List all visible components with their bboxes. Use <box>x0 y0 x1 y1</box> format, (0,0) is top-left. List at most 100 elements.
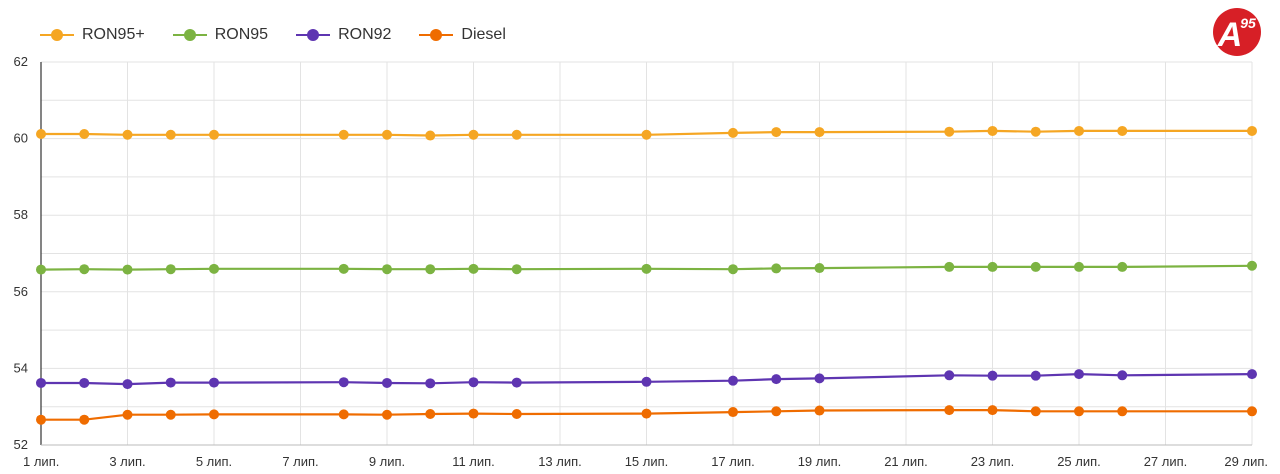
data-point-ron95 <box>1247 260 1257 271</box>
data-point-ron95 <box>122 264 133 275</box>
data-point-ron95plus <box>1247 125 1257 136</box>
data-point-ron95plus <box>771 127 782 138</box>
data-point-ron95 <box>944 261 955 272</box>
y-tick-label: 62 <box>14 54 28 69</box>
data-point-ron92 <box>814 373 825 384</box>
data-point-ron95plus <box>382 129 392 140</box>
x-tick-label: 19 лип. <box>798 454 842 469</box>
legend-swatch-ron95plus <box>40 29 74 41</box>
data-point-ron95 <box>1117 261 1128 272</box>
data-point-ron95 <box>641 263 652 274</box>
legend: RON95+ RON95 RON92 Diesel <box>40 26 506 44</box>
data-point-diesel <box>814 405 825 416</box>
x-tick-label: 21 лип. <box>884 454 928 469</box>
series-line-ron95plus <box>41 129 1252 137</box>
x-tick-label: 29 лип. <box>1224 454 1268 469</box>
legend-swatch-ron92 <box>296 29 331 41</box>
data-point-diesel <box>36 414 46 425</box>
legend-item-ron95[interactable]: RON95 <box>172 26 268 44</box>
x-tick-label: 5 лип. <box>196 454 232 469</box>
data-point-diesel <box>122 409 133 420</box>
data-point-ron95 <box>987 261 998 272</box>
data-point-ron95 <box>1030 261 1041 272</box>
data-point-diesel <box>338 409 349 420</box>
legend-item-diesel[interactable]: Diesel <box>419 26 506 44</box>
x-tick-label: 17 лип. <box>711 454 755 469</box>
data-point-ron95plus <box>468 129 479 140</box>
data-point-ron92 <box>728 375 738 386</box>
data-point-ron92 <box>641 376 652 387</box>
data-point-ron95 <box>165 264 176 275</box>
series-line-ron92 <box>41 372 1253 386</box>
data-point-diesel <box>165 409 176 420</box>
data-point-ron92 <box>165 377 176 388</box>
data-point-ron95plus <box>728 127 738 138</box>
data-point-ron95 <box>425 264 436 275</box>
data-point-ron95plus <box>122 129 133 140</box>
data-point-ron95plus <box>987 125 998 136</box>
x-tick-label: 3 лип. <box>109 454 145 469</box>
y-tick-label: 60 <box>14 131 28 146</box>
data-point-ron95plus <box>511 129 522 140</box>
y-tick-label: 56 <box>14 284 28 299</box>
data-point-ron95plus <box>165 129 176 140</box>
data-point-diesel <box>1074 406 1084 417</box>
data-point-ron92 <box>209 377 219 388</box>
legend-label-diesel: Diesel <box>461 26 506 43</box>
data-point-ron92 <box>382 377 392 388</box>
data-point-ron92 <box>1117 370 1128 381</box>
x-tick-label: 1 лип. <box>23 454 59 469</box>
series-line-ron95 <box>40 264 1253 271</box>
data-point-ron92 <box>987 370 998 381</box>
data-point-ron95 <box>728 264 738 275</box>
data-point-ron95 <box>36 264 46 275</box>
brand-logo: A 95 <box>1213 8 1261 56</box>
x-tick-label: 15 лип. <box>625 454 669 469</box>
x-tick-label: 27 лип. <box>1144 454 1188 469</box>
data-point-ron95plus <box>209 129 219 140</box>
data-point-ron92 <box>79 377 90 388</box>
data-point-diesel <box>1030 406 1041 417</box>
data-point-ron92 <box>1074 369 1084 380</box>
x-tick-label: 9 лип. <box>369 454 405 469</box>
data-point-diesel <box>641 408 652 419</box>
data-point-ron95 <box>511 264 522 275</box>
data-point-ron95 <box>209 263 219 274</box>
data-point-ron95plus <box>1117 125 1128 136</box>
x-tick-label: 13 лип. <box>538 454 582 469</box>
data-point-ron95 <box>814 263 825 274</box>
legend-item-ron95plus[interactable]: RON95+ <box>40 26 145 44</box>
series-line-diesel <box>41 409 1252 421</box>
y-tick-label: 52 <box>14 437 28 452</box>
data-point-diesel <box>987 405 998 416</box>
legend-label-ron95plus: RON95+ <box>82 26 145 43</box>
data-point-ron95 <box>338 263 349 274</box>
x-tick-label: 7 лип. <box>282 454 318 469</box>
data-point-diesel <box>511 408 522 419</box>
data-point-ron92 <box>944 370 955 381</box>
data-point-ron95plus <box>425 130 436 141</box>
data-point-ron95 <box>79 264 90 275</box>
data-point-diesel <box>1117 406 1128 417</box>
data-point-ron92 <box>122 379 133 390</box>
data-point-ron92 <box>36 377 46 388</box>
y-tick-label: 54 <box>14 360 28 375</box>
legend-label-ron92: RON92 <box>338 26 392 43</box>
data-point-ron92 <box>468 377 479 388</box>
data-point-ron95 <box>771 263 782 274</box>
data-point-diesel <box>209 409 219 420</box>
x-tick-label: 11 лип. <box>452 454 495 469</box>
data-point-ron95plus <box>36 129 46 140</box>
legend-item-ron92[interactable]: RON92 <box>296 26 391 44</box>
data-point-diesel <box>728 407 738 418</box>
data-point-ron95plus <box>641 129 652 140</box>
logo-superscript: 95 <box>1240 15 1256 31</box>
x-tick-label: 25 лип. <box>1057 454 1101 469</box>
y-tick-label: 58 <box>14 207 28 222</box>
data-point-ron95 <box>382 264 392 275</box>
data-point-ron92 <box>1030 370 1041 381</box>
logo-letter: A <box>1217 16 1243 54</box>
data-point-diesel <box>944 405 955 416</box>
data-point-ron92 <box>511 377 522 388</box>
